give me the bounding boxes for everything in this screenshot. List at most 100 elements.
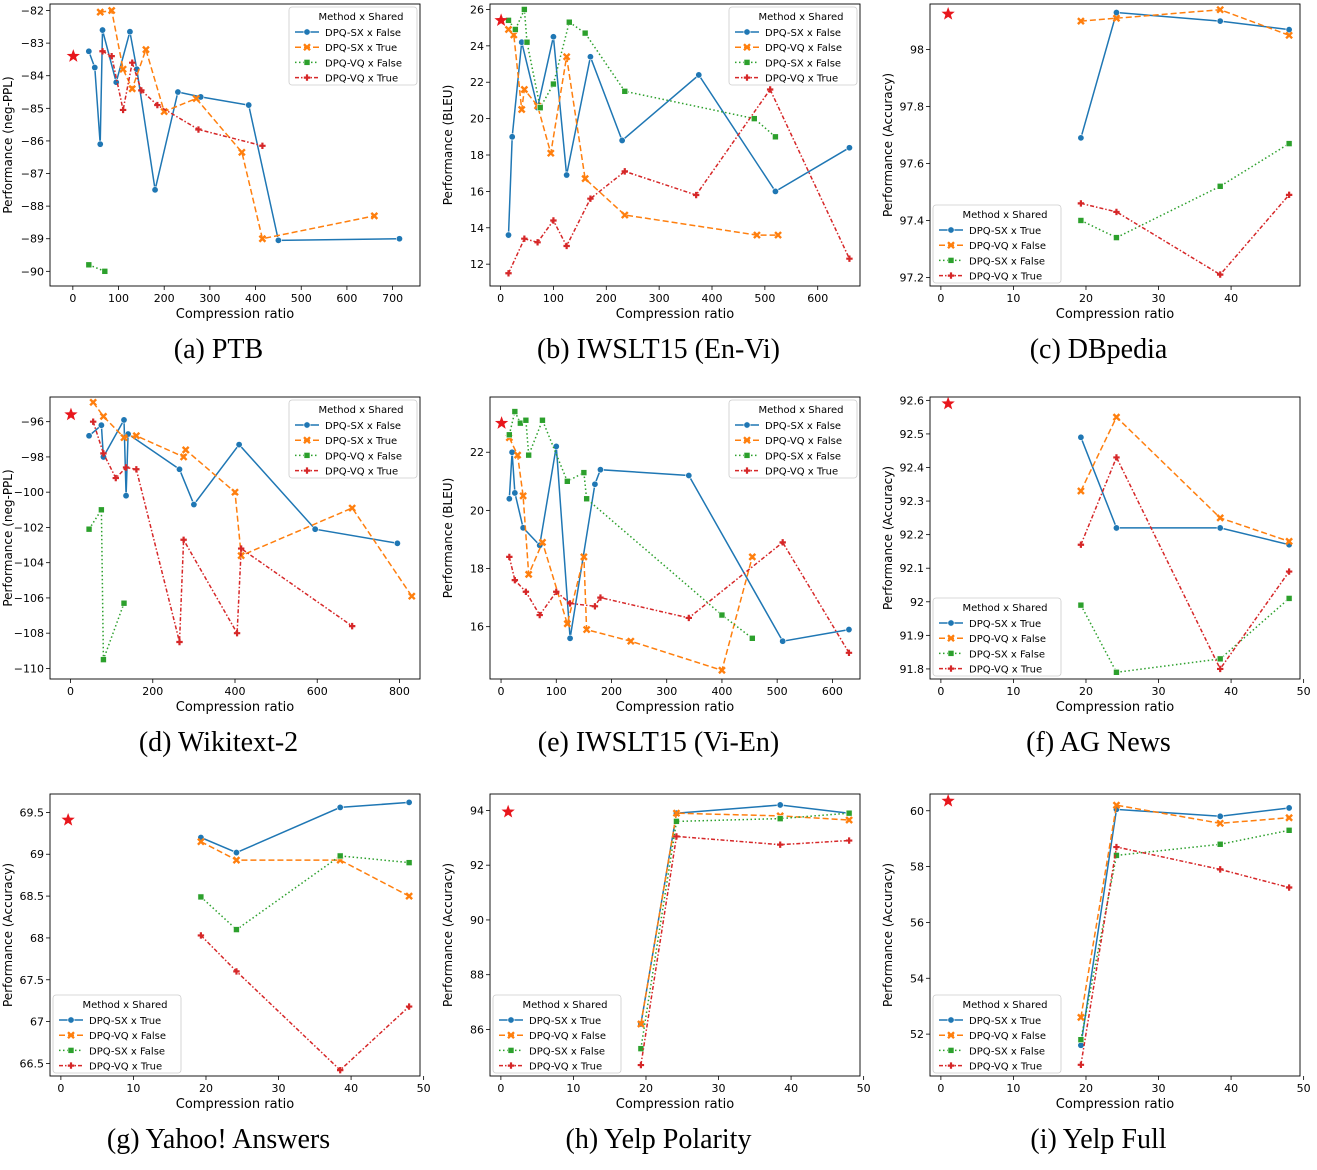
data-point	[91, 64, 99, 72]
legend-box	[932, 994, 1062, 1074]
data-point	[119, 106, 127, 114]
x-tick-label: 400	[711, 685, 732, 698]
series-green	[1077, 826, 1293, 1044]
data-point	[1077, 200, 1085, 207]
data-point	[511, 489, 519, 497]
data-point	[370, 212, 379, 220]
legend: Method x Shared DPQ-SX x False DPQ-VQ x Fa…	[728, 6, 858, 86]
data-point	[519, 491, 527, 500]
data-point	[1285, 595, 1293, 602]
x-tick-label: 0	[937, 685, 944, 698]
series-green	[506, 408, 756, 642]
y-axis-label: Performance (neg-PPL)	[1, 76, 15, 213]
chart-panel-e: 0 100 200 300 400 500 600 16 18 20 22 Compression r…	[440, 393, 877, 773]
y-tick-label: 67.5	[20, 974, 45, 987]
legend-entry: DPQ-VQ x True	[89, 1062, 162, 1073]
x-tick-label: 30	[712, 1082, 726, 1095]
x-tick-label: 50	[857, 1082, 871, 1095]
series-line	[508, 541, 850, 654]
x-tick-label: 20	[1079, 1082, 1093, 1095]
x-tick-label: 30	[1152, 1082, 1166, 1095]
data-point	[626, 637, 635, 646]
data-point	[1285, 191, 1293, 199]
data-point	[771, 187, 779, 195]
legend-box	[932, 204, 1062, 284]
data-point	[586, 53, 594, 61]
series-red	[197, 932, 413, 1074]
data-point	[1077, 217, 1085, 224]
legend: Method x Shared DPQ-SX x True DPQ-VQ x Fal…	[932, 597, 1062, 677]
figure-caption: (d) Wikitext-2	[138, 727, 299, 758]
legend-entry: DPQ-SX x True	[325, 43, 397, 54]
data-point	[407, 592, 416, 601]
series-line	[508, 409, 753, 639]
legend-marker	[743, 74, 751, 81]
figure-caption: (h) Yelp Polarity	[565, 1124, 752, 1155]
data-point	[718, 666, 726, 675]
data-point	[232, 856, 241, 864]
legend-marker	[743, 421, 751, 429]
x-tick-label: 500	[767, 685, 788, 698]
y-tick-label: 91.8	[900, 663, 925, 676]
y-tick-label: 92.2	[900, 529, 925, 542]
series-red	[89, 418, 356, 646]
x-tick-label: 50	[1297, 1082, 1311, 1095]
legend-entry: DPQ-SX x False	[765, 451, 841, 462]
star-marker	[494, 13, 508, 27]
data-point	[274, 236, 282, 244]
data-point	[582, 625, 591, 634]
data-point	[192, 94, 201, 103]
legend-title: Method x Shared	[963, 1000, 1048, 1011]
data-point	[1112, 14, 1121, 23]
chart-panel-d: 0 200 400 600 800 −110 −108 −106 −104 −102 −100 −98…	[0, 393, 437, 773]
data-point	[154, 101, 161, 109]
data-point	[513, 451, 522, 459]
y-tick-label: 90	[470, 914, 484, 927]
series-line	[640, 835, 850, 1066]
data-point	[685, 471, 693, 479]
x-axis-label: Compression ratio	[176, 700, 295, 715]
x-axis-label: Compression ratio	[1056, 700, 1175, 715]
data-point	[126, 28, 134, 36]
data-point	[505, 17, 512, 24]
data-point	[112, 474, 119, 482]
series-line	[640, 812, 850, 1049]
data-point	[1077, 487, 1085, 495]
y-tick-label: 67	[30, 1016, 44, 1029]
y-tick-label: 22	[470, 446, 484, 459]
series-orange	[1077, 413, 1293, 546]
data-point	[197, 893, 205, 901]
data-point	[566, 600, 574, 607]
legend-entry: DPQ-SX x True	[969, 619, 1041, 630]
series-red	[1077, 454, 1293, 673]
y-axis-label: Performance (neg-PPL)	[1, 469, 15, 606]
legend-marker	[507, 1031, 515, 1040]
x-axis-label: Compression ratio	[1056, 307, 1175, 322]
legend-marker	[947, 1016, 955, 1024]
x-tick-label: 10	[1006, 292, 1020, 305]
legend-marker	[743, 467, 751, 474]
x-tick-label: 200	[596, 292, 617, 305]
data-point	[620, 211, 629, 219]
y-tick-label: −102	[14, 521, 44, 534]
data-point	[233, 926, 240, 933]
y-tick-label: 18	[470, 563, 484, 576]
x-tick-label: 40	[1224, 292, 1238, 305]
data-point	[511, 408, 519, 415]
y-tick-label: 16	[470, 185, 484, 198]
x-tick-label: 40	[1224, 685, 1238, 698]
x-tick-label: 0	[69, 292, 76, 305]
series-orange	[1077, 5, 1293, 40]
series-green	[1077, 595, 1293, 676]
y-tick-label: −82	[21, 5, 44, 18]
series-blue	[85, 416, 401, 547]
series-orange	[96, 6, 379, 243]
data-point	[563, 619, 572, 628]
data-point	[151, 186, 159, 194]
data-point	[101, 268, 109, 275]
y-axis-label: Performance (Accuracy)	[1, 863, 15, 1007]
x-tick-label: 30	[1152, 292, 1166, 305]
data-point	[534, 239, 541, 246]
legend-marker	[303, 59, 311, 66]
y-tick-label: 92	[470, 859, 484, 872]
